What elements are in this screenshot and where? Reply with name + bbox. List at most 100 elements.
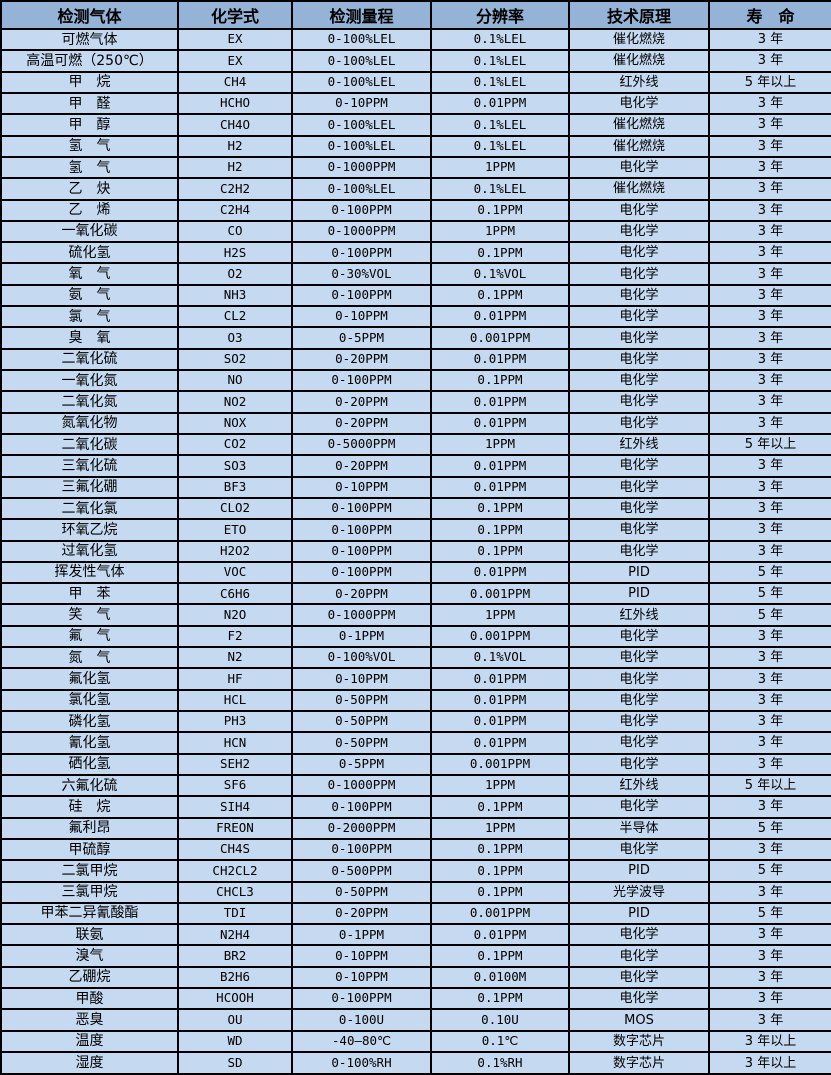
cell-range: 0-500PPM [291,859,432,883]
table-row: 湿度 SD 0-100%RH 0.1%RH 数字芯片 3 年以上 [0,1051,831,1075]
cell-lifespan: 3 年 [708,27,831,52]
table-row: 甲 醇 CH4O 0-100%LEL 0.1%LEL 催化燃烧 3 年 [0,113,831,137]
cell-resolution: 0.1PPM [430,944,570,968]
cell-lifespan: 5 年以上 [708,70,831,94]
cell-resolution: 0.0100M [430,965,570,990]
cell-formula: O3 [177,326,293,350]
cell-lifespan: 3 年 [708,539,831,563]
cell-resolution: 0.1%VOL [430,646,570,670]
cell-range: -40—80℃ [291,1029,432,1054]
cell-gas: 挥发性气体 [0,560,179,585]
cell-principle: 电化学 [568,987,710,1011]
cell-lifespan: 5 年 [708,901,831,926]
cell-lifespan: 3 年 [708,475,831,499]
cell-formula: EX [177,49,293,73]
cell-range: 0-20PPM [291,901,432,926]
table-row: 二氧化碳 CO2 0-5000PPM 1PPM 红外线 5 年以上 [0,432,831,457]
cell-range: 0-100U [291,1008,432,1032]
table-row: 氟化氢 HF 0-10PPM 0.01PPM 电化学 3 年 [0,667,831,691]
cell-gas: 过氧化氢 [0,539,179,563]
cell-lifespan: 3 年 [708,731,831,755]
cell-resolution: 0.01PPM [430,923,570,947]
table-row: 甲苯二异氰酸酯 TDI 0-20PPM 0.001PPM PID 5 年 [0,901,831,926]
cell-lifespan: 5 年 [708,816,831,840]
cell-principle: PID [568,582,710,606]
cell-gas: 甲酸 [0,987,179,1011]
cell-range: 0-100%VOL [291,646,432,670]
cell-gas: 二氧化氮 [0,390,179,414]
cell-gas: 可燃气体 [0,27,179,52]
cell-range: 0-50PPM [291,709,432,734]
cell-range: 0-1000PPM [291,773,432,798]
cell-formula: SIH4 [177,795,293,819]
cell-principle: 电化学 [568,411,710,435]
cell-formula: CO [177,219,293,244]
cell-principle: 电化学 [568,731,710,755]
cell-range: 0-10PPM [291,667,432,691]
cell-gas: 溴气 [0,944,179,968]
cell-formula: CH4O [177,113,293,137]
cell-resolution: 0.1%LEL [430,113,570,137]
cell-range: 0-100%LEL [291,177,432,201]
cell-lifespan: 5 年 [708,582,831,606]
cell-formula: F2 [177,624,293,649]
table-row: 甲硫醇 CH4S 0-100PPM 0.1PPM 电化学 3 年 [0,837,831,862]
table-row: 臭 氧 O3 0-5PPM 0.001PPM 电化学 3 年 [0,326,831,350]
cell-formula: C2H2 [177,177,293,201]
cell-formula: SD [177,1051,293,1075]
cell-gas: 二氯甲烷 [0,859,179,883]
cell-principle: 电化学 [568,219,710,244]
cell-lifespan: 3 年 [708,134,831,158]
table-row: 氧 气 O2 0-30%VOL 0.1%VOL 电化学 3 年 [0,262,831,286]
cell-formula: C6H6 [177,582,293,606]
table-row: 硒化氢 SEH2 0-5PPM 0.001PPM 电化学 3 年 [0,752,831,776]
cell-gas: 乙 炔 [0,177,179,201]
cell-formula: N2H4 [177,923,293,947]
cell-formula: SF6 [177,773,293,798]
cell-resolution: 0.01PPM [430,475,570,499]
cell-principle: 电化学 [568,923,710,947]
cell-resolution: 0.001PPM [430,326,570,350]
cell-gas: 甲苯二异氰酸酯 [0,901,179,926]
cell-gas: 氧 气 [0,262,179,286]
table-row: 过氧化氢 H2O2 0-100PPM 0.1PPM 电化学 3 年 [0,539,831,563]
cell-formula: H2O2 [177,539,293,563]
cell-lifespan: 3 年 [708,91,831,116]
cell-principle: MOS [568,1008,710,1032]
cell-lifespan: 3 年 [708,880,831,904]
cell-principle: 红外线 [568,70,710,94]
cell-resolution: 0.01PPM [430,731,570,755]
cell-lifespan: 3 年 [708,944,831,968]
cell-range: 0-100PPM [291,368,432,393]
cell-lifespan: 3 年 [708,326,831,350]
cell-gas: 氯 气 [0,305,179,329]
table-row: 溴气 BR2 0-10PPM 0.1PPM 电化学 3 年 [0,944,831,968]
table-row: 甲酸 HCOOH 0-100PPM 0.1PPM 电化学 3 年 [0,987,831,1011]
cell-range: 0-20PPM [291,582,432,606]
table-row: 氯 气 CL2 0-10PPM 0.01PPM 电化学 3 年 [0,305,831,329]
cell-lifespan: 5 年 [708,603,831,627]
cell-gas: 甲 烷 [0,70,179,94]
cell-resolution: 0.01PPM [430,91,570,116]
table-row: 二氯甲烷 CH2CL2 0-500PPM 0.1PPM PID 5 年 [0,859,831,883]
cell-lifespan: 3 年 [708,219,831,244]
cell-formula: NH3 [177,283,293,308]
table-row: 氨 气 NH3 0-100PPM 0.1PPM 电化学 3 年 [0,283,831,308]
table-body: 可燃气体 EX 0-100%LEL 0.1%LEL 催化燃烧 3 年高温可燃（250℃） E… [0,27,831,1075]
cell-resolution: 0.01PPM [430,347,570,372]
cell-principle: PID [568,560,710,585]
cell-range: 0-10PPM [291,944,432,968]
cell-principle: 红外线 [568,603,710,627]
cell-lifespan: 3 年 [708,688,831,713]
table-row: 三氧化硫 SO3 0-20PPM 0.01PPM 电化学 3 年 [0,454,831,478]
table-row: 恶臭 OU 0-100U 0.10U MOS 3 年 [0,1008,831,1032]
table-row: 硅 烷 SIH4 0-100PPM 0.1PPM 电化学 3 年 [0,795,831,819]
cell-lifespan: 3 年 [708,155,831,180]
cell-principle: 电化学 [568,837,710,862]
cell-range: 0-100PPM [291,539,432,563]
cell-gas: 甲 醛 [0,91,179,116]
cell-resolution: 0.1℃ [430,1029,570,1054]
cell-range: 0-20PPM [291,454,432,478]
cell-formula: HCN [177,731,293,755]
cell-range: 0-50PPM [291,731,432,755]
